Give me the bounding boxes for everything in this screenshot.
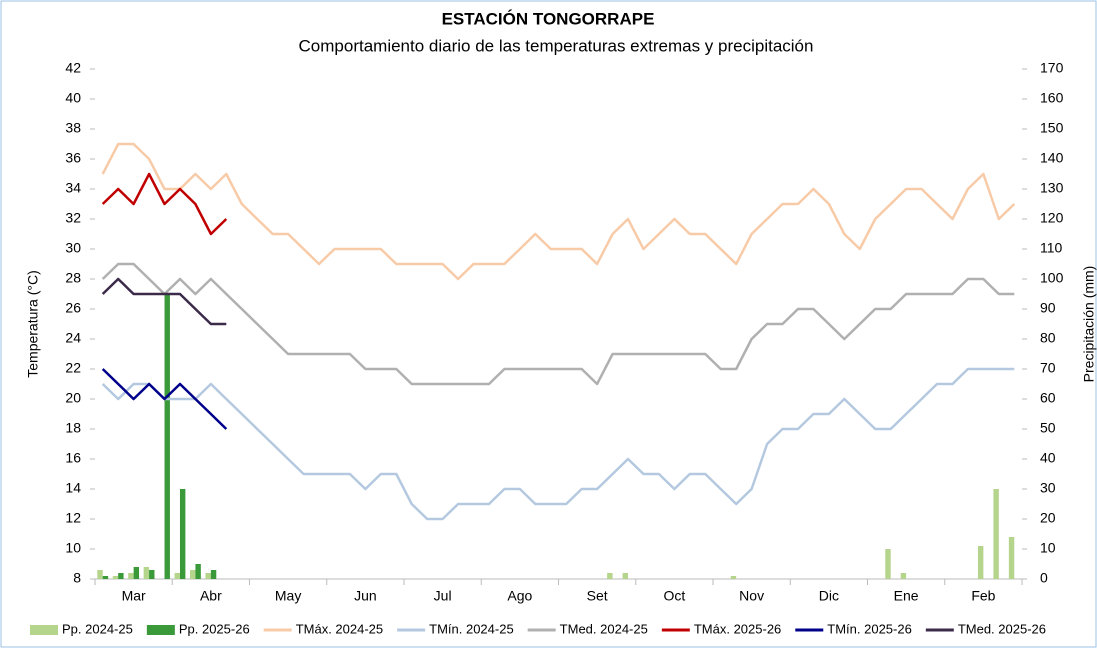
y-tick-label: 24: [65, 330, 81, 346]
legend-swatch: [30, 625, 58, 635]
legend-label: TMed. 2024-25: [560, 621, 648, 636]
temperature-line: [101, 277, 227, 326]
precip-bar: [118, 573, 124, 579]
y-tick-label: 38: [65, 120, 81, 136]
precip-bar: [174, 573, 180, 579]
y2-tick-label: 160: [1040, 90, 1064, 106]
precip-bar: [205, 573, 211, 579]
y2-tick-label: 100: [1040, 270, 1064, 286]
legend-swatch: [146, 625, 175, 635]
precip-bar: [607, 573, 613, 579]
y-tick-label: 22: [65, 360, 81, 376]
chart-title: ESTACIÓN TONGORRAPE: [442, 9, 655, 28]
precip-bar: [1008, 537, 1015, 579]
temperature-line: [101, 142, 1016, 281]
y2-tick-label: 90: [1040, 300, 1056, 316]
precip-bar: [190, 570, 196, 579]
x-tick-label: Jul: [434, 588, 452, 604]
x-tick-label: Feb: [971, 588, 995, 604]
temperature-line: [101, 172, 228, 236]
precip-bar: [195, 564, 201, 579]
precip-bar: [128, 573, 134, 579]
y2-tick-label: 50: [1040, 420, 1056, 436]
y-tick-label: 18: [65, 420, 81, 436]
y-axis-title: Temperatura (°C): [25, 270, 41, 378]
x-tick-label: May: [275, 588, 301, 604]
y-tick-label: 30: [65, 240, 81, 256]
x-tick-label: Ago: [507, 588, 532, 604]
precip-bar: [143, 567, 150, 579]
y2-tick-label: 0: [1040, 570, 1048, 586]
precip-bar: [977, 546, 984, 579]
y2-tick-label: 30: [1040, 480, 1056, 496]
precip-bar: [97, 570, 103, 579]
y-tick-label: 42: [65, 60, 81, 76]
legend-label: TMed. 2025-26: [958, 621, 1046, 636]
legend-label: TMín. 2024-25: [429, 621, 514, 636]
precip-bar: [149, 570, 155, 579]
y2-tick-label: 120: [1040, 210, 1064, 226]
x-tick-label: Abr: [200, 588, 222, 604]
x-tick-label: Set: [587, 588, 608, 604]
legend-label: TMín. 2025-26: [827, 621, 912, 636]
precip-bar: [102, 576, 109, 579]
precip-bar: [179, 489, 186, 579]
x-tick-label: Mar: [122, 588, 146, 604]
y-tick-label: 8: [73, 570, 81, 586]
precip-bar: [112, 576, 119, 579]
y-tick-label: 14: [65, 480, 81, 496]
x-tick-label: Nov: [739, 588, 764, 604]
y-tick-label: 26: [65, 300, 81, 316]
precip-bar: [885, 549, 891, 579]
y-tick-label: 20: [65, 390, 81, 406]
y2-tick-label: 80: [1040, 330, 1056, 346]
legend-label: Pp. 2025-26: [179, 621, 250, 636]
temperature-line: [101, 368, 228, 430]
y2-tick-label: 40: [1040, 450, 1056, 466]
temperature-line: [101, 262, 1015, 386]
y2-tick-label: 10: [1040, 540, 1056, 556]
x-tick-label: Dic: [819, 588, 839, 604]
y-tick-label: 16: [65, 450, 81, 466]
y2-tick-label: 70: [1040, 360, 1056, 376]
x-tick-label: Ene: [894, 588, 919, 604]
y-tick-label: 28: [65, 270, 81, 286]
y-tick-label: 36: [65, 150, 81, 166]
y2-tick-label: 110: [1040, 240, 1063, 256]
y2-axis-title: Precipitación (mm): [1081, 266, 1097, 383]
x-tick-label: Oct: [663, 588, 685, 604]
x-tick-label: Jun: [354, 588, 377, 604]
precip-bar: [993, 489, 999, 579]
y-tick-label: 32: [65, 210, 81, 226]
y-tick-label: 12: [65, 510, 81, 526]
legend-label: Pp. 2024-25: [62, 621, 133, 636]
y2-tick-label: 60: [1040, 390, 1056, 406]
legend-label: TMáx. 2024-25: [296, 621, 383, 636]
y2-tick-label: 130: [1040, 180, 1064, 196]
y2-tick-label: 20: [1040, 510, 1056, 526]
y2-tick-label: 150: [1040, 120, 1064, 136]
y2-tick-label: 140: [1040, 150, 1064, 166]
chart-subtitle: Comportamiento diario de las temperatura…: [299, 36, 814, 55]
precip-bar: [900, 573, 907, 579]
temperature-line: [101, 367, 1015, 521]
precip-bar: [210, 570, 217, 579]
precip-bar: [133, 567, 140, 579]
legend-label: TMáx. 2025-26: [694, 621, 781, 636]
precip-bar: [164, 294, 170, 579]
precip-bar: [730, 576, 737, 579]
y-tick-label: 34: [65, 180, 81, 196]
y-tick-label: 40: [65, 90, 81, 106]
y-tick-label: 10: [65, 540, 81, 556]
y2-tick-label: 170: [1040, 60, 1064, 76]
precip-bar: [622, 573, 629, 579]
